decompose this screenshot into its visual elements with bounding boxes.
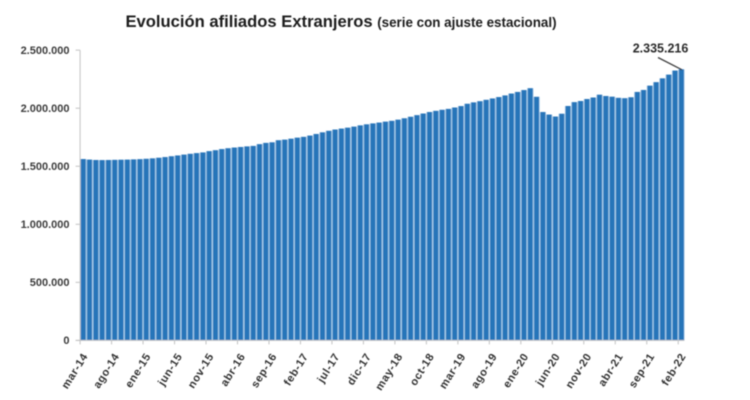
- svg-text:2.335.216: 2.335.216: [633, 42, 689, 56]
- svg-text:2.000.000: 2.000.000: [21, 103, 70, 115]
- svg-text:1.000.000: 1.000.000: [21, 219, 70, 231]
- svg-text:2.500.000: 2.500.000: [21, 45, 70, 57]
- svg-text:500.000: 500.000: [30, 277, 70, 289]
- svg-text:Evolución afiliados Extranjero: Evolución afiliados Extranjeros (serie c…: [125, 12, 556, 31]
- svg-text:0: 0: [63, 335, 69, 347]
- svg-text:1.500.000: 1.500.000: [21, 161, 70, 173]
